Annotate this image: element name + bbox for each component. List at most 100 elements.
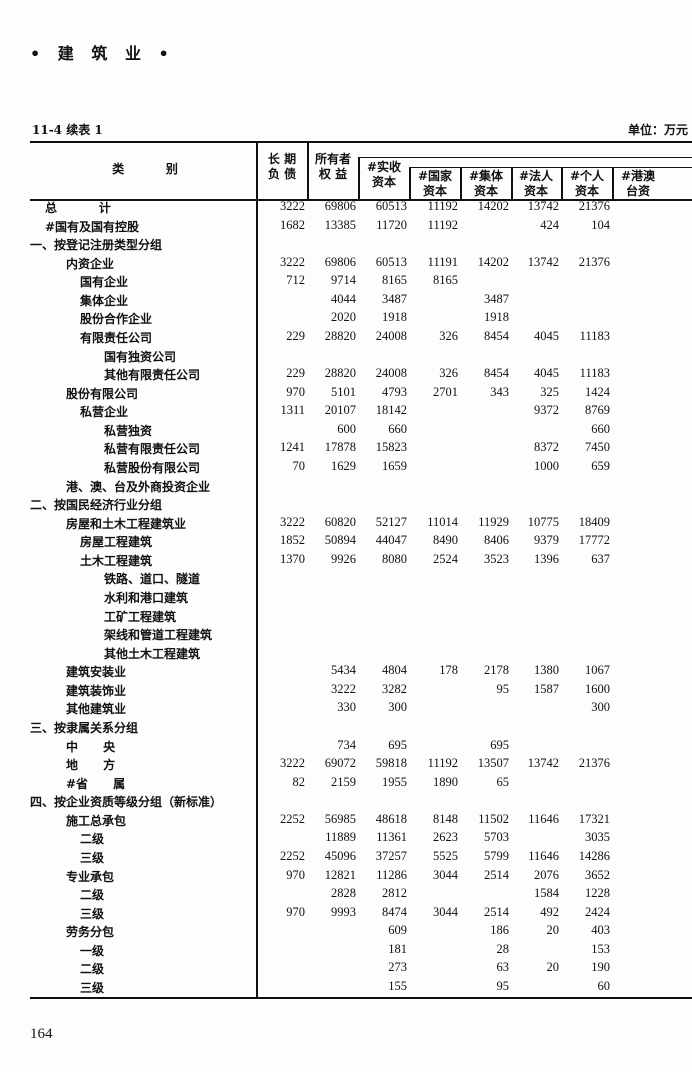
cell-value: 3282 [382,681,407,696]
cell-value: 11183 [579,366,610,381]
cell-value: 153 [591,941,610,956]
cell-value: 1000 [534,458,559,473]
table-row: 建筑装饰业 3222 3282 95 1587 1600 [0,682,692,700]
row-label: 建筑装饰业 [66,683,127,698]
cell-value: 9993 [331,904,356,919]
cell-value: 2178 [484,663,509,678]
table-row: 三级 2252 45096 37257 5525 5799 11646 14286 [0,849,692,867]
cell-value: 37257 [375,848,407,863]
col-divider [409,167,411,200]
row-label: 工矿工程建筑 [104,609,177,624]
cell-value: 104 [591,217,610,232]
cell-value: 2514 [484,867,509,882]
cell-value: 15823 [375,440,407,455]
cell-value: 970 [286,384,305,399]
row-label: 三级 [80,980,105,995]
cell-value: 970 [286,867,305,882]
cell-value: 1396 [534,551,559,566]
cell-value: 1584 [534,886,559,901]
cell-value: 24008 [375,328,407,343]
col-divider [511,167,513,200]
row-label: 一级 [80,943,105,958]
table-row: #省 属 82 2159 1955 1890 65 [0,775,692,793]
cell-value: 325 [540,384,559,399]
cell-value: 24008 [375,366,407,381]
cell-value: 11361 [376,830,407,845]
cell-value: 178 [439,663,458,678]
cell-value: 4045 [534,366,559,381]
cell-value: 13507 [477,756,509,771]
cell-value: 21376 [578,199,610,213]
row-label: 四、按企业资质等级分组（新标准） [30,795,223,810]
table-row: 私营企业 1311 20107 18142 9372 8769 [0,403,692,421]
row-label: 有限责任公司 [80,330,153,345]
cell-value: 3222 [280,514,305,529]
cell-value: 28820 [324,328,356,343]
table-row: 架线和管道工程建筑 [0,626,692,644]
table-row: 四、按企业资质等级分组（新标准） [0,793,692,811]
cell-value: 95 [496,681,510,696]
cell-value: 17772 [578,533,610,548]
cell-value: 11192 [427,199,458,213]
table-row: 其他建筑业 330 300 300 [0,700,692,718]
row-label: 劳务分包 [66,925,115,940]
cell-value: 734 [337,737,356,752]
category-divider [256,142,258,998]
table-row: 三、按隶属关系分组 [0,719,692,737]
cell-value: 5434 [331,663,356,678]
row-label: #省 属 [66,776,126,791]
cell-value: 8406 [484,533,509,548]
cell-value: 8148 [433,811,458,826]
cell-value: 59818 [375,756,407,771]
row-label: 二级 [80,888,105,903]
row-label: 三级 [80,850,105,865]
row-label: 土木工程建筑 [80,553,153,568]
cell-value: 2828 [331,886,356,901]
cell-value: 9379 [534,533,559,548]
cell-value: 1587 [534,681,559,696]
table-row: 三级 155 95 60 [0,979,692,997]
cell-value: 3523 [484,551,509,566]
table-row: 国有独资公司 [0,348,692,366]
row-label: 房屋工程建筑 [80,535,153,550]
cell-value: 3487 [382,291,407,306]
row-label: 其他有限责任公司 [104,368,201,383]
header-legal-person-capital: #法人 资本 [518,169,554,198]
cell-value: 11502 [478,811,509,826]
header-collective-capital: #集体 资本 [468,169,504,198]
cell-value: 17321 [578,811,610,826]
cell-value: 8769 [585,403,610,418]
cell-value: 4804 [382,663,407,678]
cell-value: 2076 [534,867,559,882]
table-row: 总 计 3222 69806 60513 11192 14202 13742 21376 [0,199,692,217]
cell-value: 2159 [331,774,356,789]
row-label: 中 央 [66,739,116,754]
row-label: 铁路、道口、隧道 [104,572,201,587]
cell-value: 11646 [528,848,559,863]
cell-value: 229 [286,328,305,343]
row-label: 建筑安装业 [66,665,127,680]
cell-value: 2252 [280,811,305,826]
table-row: 私营独资 600 660 660 [0,422,692,440]
cell-value: 60820 [324,514,356,529]
cell-value: 637 [591,551,610,566]
page-number: 164 [30,1026,53,1042]
cell-value: 5525 [433,848,458,863]
row-label: 二级 [80,832,105,847]
cell-value: 11191 [427,254,458,269]
cell-value: 17878 [324,440,356,455]
cell-value: 11192 [427,756,458,771]
row-label: 二级 [80,962,105,977]
cell-value: 403 [591,923,610,938]
cell-value: 44047 [375,533,407,548]
cell-value: 13385 [324,217,356,232]
cell-value: 3044 [433,904,458,919]
cell-value: 1682 [280,217,305,232]
cell-value: 3222 [280,756,305,771]
table-row: 私营有限责任公司 1241 17878 15823 8372 7450 [0,440,692,458]
cell-value: 1600 [585,681,610,696]
header-paid-in-capital: #实收 资本 [366,160,402,189]
cell-value: 970 [286,904,305,919]
cell-value: 60513 [375,254,407,269]
cell-value: 695 [388,737,407,752]
